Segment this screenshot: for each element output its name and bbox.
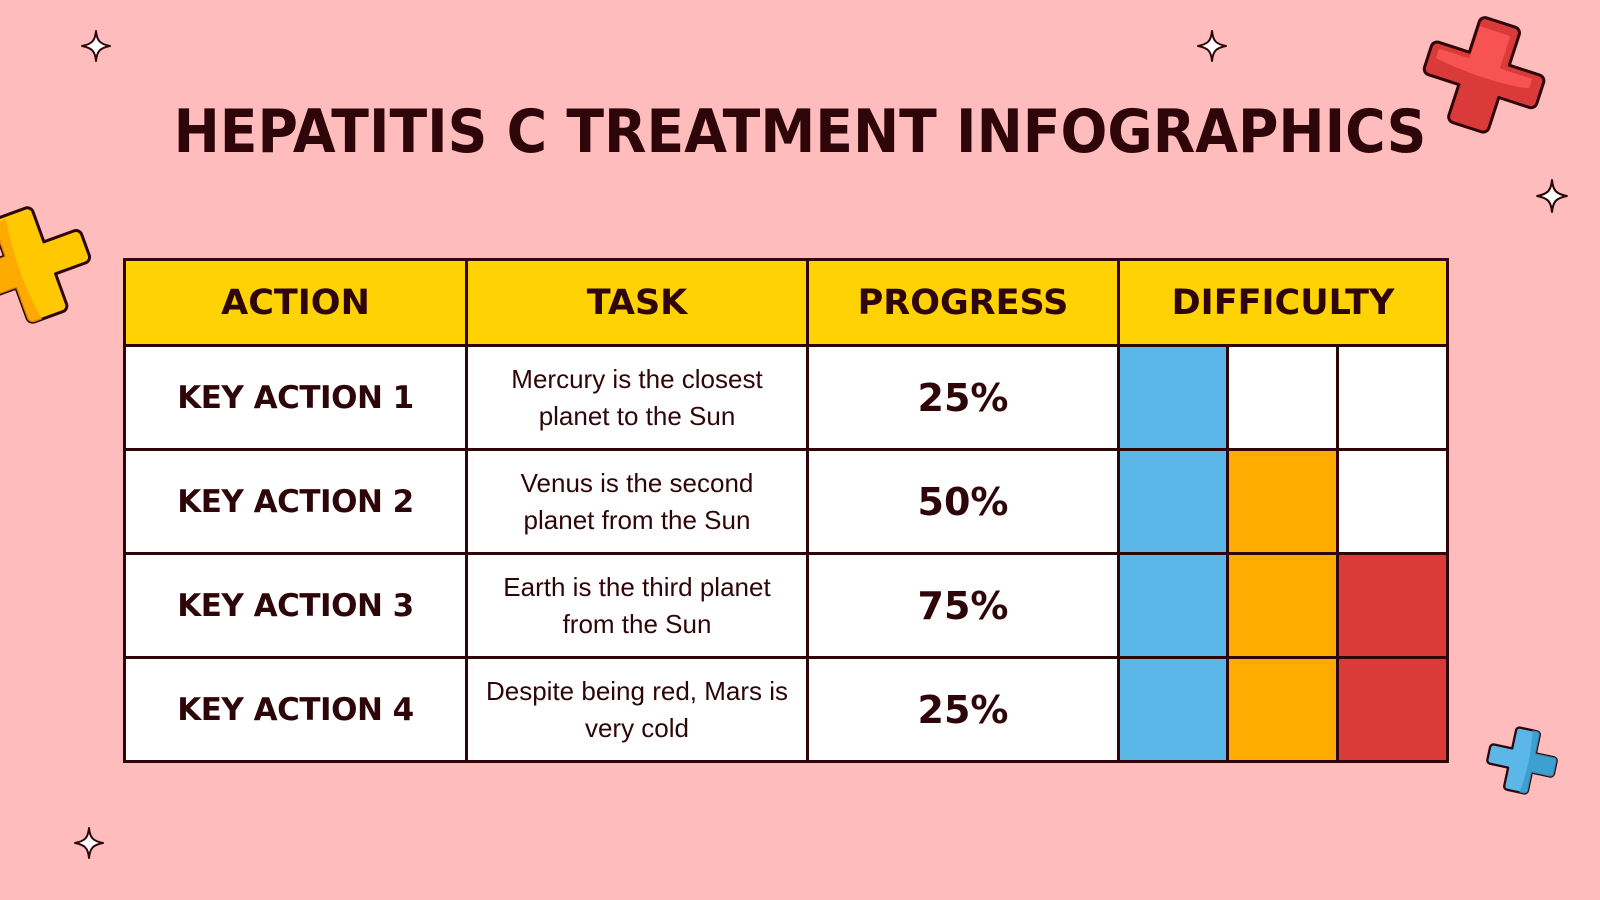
action-cell: KEY ACTION 1	[123, 344, 468, 451]
progress-cell: 75%	[806, 552, 1120, 659]
action-cell: KEY ACTION 2	[123, 448, 468, 555]
table-row: KEY ACTION 3 Earth is the third planet f…	[123, 552, 1449, 659]
task-text: Mercury is the closest planet to the Sun	[511, 363, 763, 431]
table-row: KEY ACTION 1 Mercury is the closest plan…	[123, 344, 1449, 451]
sparkle-icon	[1536, 179, 1568, 213]
action-cell: KEY ACTION 4	[123, 656, 468, 763]
treatment-table: ACTION TASK PROGRESS DIFFICULTY KEY ACTI…	[123, 258, 1449, 763]
task-text: Despite being red, Mars is very cold	[485, 675, 789, 743]
difficulty-block-3	[1336, 552, 1449, 659]
sparkle-icon	[74, 827, 104, 859]
progress-cell: 50%	[806, 448, 1120, 555]
table-row: KEY ACTION 4 Despite being red, Mars is …	[123, 656, 1449, 763]
difficulty-block-3	[1336, 344, 1449, 451]
difficulty-block-3	[1336, 448, 1449, 555]
task-cell: Venus is the second planet from the Sun	[465, 448, 809, 555]
header-difficulty: DIFFICULTY	[1117, 258, 1449, 347]
difficulty-block-2	[1226, 656, 1339, 763]
difficulty-block-2	[1226, 448, 1339, 555]
action-cell: KEY ACTION 3	[123, 552, 468, 659]
difficulty-block-3	[1336, 656, 1449, 763]
header-task: TASK	[465, 258, 809, 347]
task-text: Venus is the second planet from the Sun	[520, 467, 754, 535]
task-text: Earth is the third planet from the Sun	[503, 571, 771, 639]
difficulty-block-1	[1117, 552, 1229, 659]
task-cell: Earth is the third planet from the Sun	[465, 552, 809, 659]
difficulty-block-1	[1117, 344, 1229, 451]
task-cell: Despite being red, Mars is very cold	[465, 656, 809, 763]
red-plus-icon	[1422, 16, 1546, 134]
sparkle-icon	[1197, 30, 1227, 62]
difficulty-block-2	[1226, 552, 1339, 659]
progress-cell: 25%	[806, 656, 1120, 763]
difficulty-block-2	[1226, 344, 1339, 451]
table-row: KEY ACTION 2 Venus is the second planet …	[123, 448, 1449, 555]
task-cell: Mercury is the closest planet to the Sun	[465, 344, 809, 451]
difficulty-block-1	[1117, 448, 1229, 555]
header-action: ACTION	[123, 258, 468, 347]
difficulty-block-1	[1117, 656, 1229, 763]
table-header-row: ACTION TASK PROGRESS DIFFICULTY	[123, 258, 1449, 347]
page-title: HEPATITIS C TREATMENT INFOGRAPHICS	[173, 97, 1427, 167]
yellow-plus-icon	[0, 206, 92, 324]
header-progress: PROGRESS	[806, 258, 1120, 347]
progress-cell: 25%	[806, 344, 1120, 451]
blue-plus-icon	[1486, 726, 1558, 795]
sparkle-icon	[81, 30, 111, 62]
